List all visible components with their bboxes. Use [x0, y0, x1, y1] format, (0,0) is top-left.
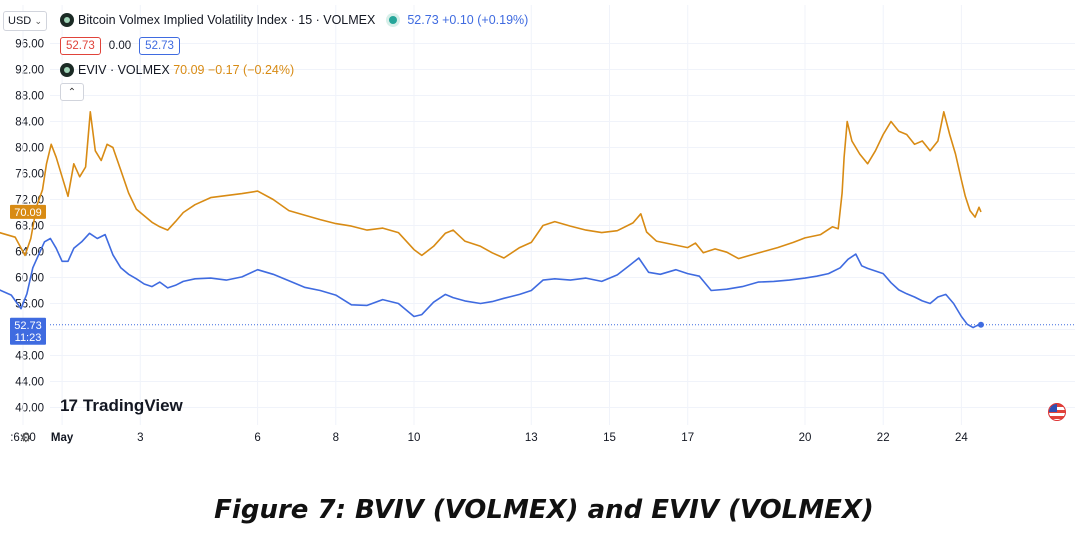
tradingview-logo-text: TradingView [82, 396, 183, 415]
figure-caption: Figure 7: BVIV (VOLMEX) and EVIV (VOLMEX… [214, 495, 874, 525]
y-tick-label: 44.00 [15, 377, 44, 389]
last-point-marker [977, 321, 984, 328]
y-tick-label: 48.00 [15, 351, 44, 363]
x-tick-label: 6 [254, 432, 260, 444]
sell-price-pill[interactable]: 52.73 [60, 37, 101, 55]
series-line-bviv [0, 232, 982, 329]
x-tick-label: 17 [681, 432, 694, 444]
y-tick-label: 88.00 [15, 91, 44, 103]
x-tick-label: 10 [408, 432, 421, 444]
y-tick-label: 56.00 [15, 299, 44, 311]
chevron-down-icon: ⌄ [34, 15, 42, 26]
market-status-icon[interactable] [389, 16, 398, 24]
currency-label: USD [8, 15, 32, 27]
us-flag-icon[interactable] [1048, 403, 1066, 421]
y-tick-label: 96.00 [15, 39, 44, 51]
eviv-price-label-bg [10, 204, 46, 219]
collapse-legend-button[interactable]: ⌃ [60, 83, 84, 101]
currency-selector[interactable]: USD ⌄ [3, 11, 47, 31]
x-tick-label: 13 [525, 432, 538, 444]
x-tick-label: May [51, 432, 74, 444]
y-tick-label: 92.00 [15, 65, 44, 77]
series1-title: Bitcoin Volmex Implied Volatility Index … [78, 13, 376, 27]
x-tick-label: 20 [799, 432, 812, 444]
price-pills: 52.73 0.00 52.73 [60, 37, 188, 55]
y-tick-label: 80.00 [15, 143, 44, 155]
bviv-countdown-label: 11:23 [15, 332, 42, 344]
series1-change: +0.10 (+0.19%) [442, 13, 529, 27]
y-tick-label: 40.00 [15, 403, 44, 415]
tradingview-logo: 17 TradingView [60, 396, 183, 416]
x-tick-label: 22 [877, 432, 890, 444]
series2-value: 70.09 [173, 63, 205, 77]
settings-gear-icon[interactable]: ⚙ [20, 430, 32, 445]
x-tick-label: 8 [333, 432, 339, 444]
spread-value: 0.00 [108, 40, 132, 52]
y-tick-label: 76.00 [15, 169, 44, 181]
y-tick-label: 84.00 [15, 117, 44, 129]
series2-legend[interactable]: EVIV · VOLMEX 70.09 −0.17 (−0.24%) [60, 63, 294, 77]
eviv-price-label: 70.09 [14, 207, 42, 219]
series1-legend[interactable]: Bitcoin Volmex Implied Volatility Index … [60, 13, 528, 27]
volmex-logo-icon [60, 63, 74, 77]
series2-title: EVIV · VOLMEX [78, 63, 170, 77]
volmex-logo-icon [60, 13, 74, 27]
bviv-price-label: 52.73 [14, 320, 42, 332]
series2-change: −0.17 (−0.24%) [207, 63, 295, 77]
x-tick-label: :6:00 [10, 432, 36, 444]
tradingview-mark-icon: 17 [60, 396, 78, 415]
chevron-up-icon: ⌃ [67, 86, 77, 98]
buy-price-pill[interactable]: 52.73 [139, 37, 180, 55]
bviv-price-label-bg [10, 317, 46, 345]
y-tick-label: 68.00 [15, 221, 44, 233]
series1-value: 52.73 [407, 13, 439, 27]
series-line-eviv [0, 111, 982, 260]
x-tick-label: 3 [137, 432, 143, 444]
x-tick-label: 24 [955, 432, 968, 444]
x-tick-label: 15 [603, 432, 616, 444]
